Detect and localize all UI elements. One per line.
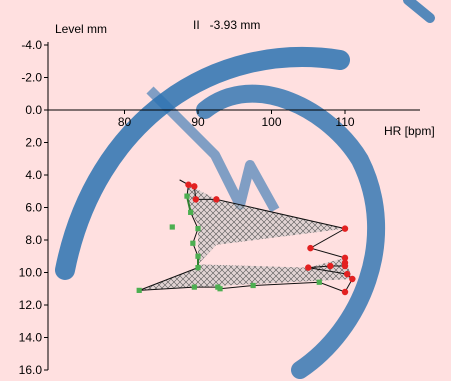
x-tick-label: 110 — [335, 115, 354, 129]
y-tick-label: -4.0 — [21, 38, 42, 52]
axis-ticks: -4.0 -2.0 0.0 2.0 4.0 6.0 8.0 10.0 12.0 14.0 16.0 8… — [19, 38, 355, 377]
y-axis-label: Level mm — [55, 22, 107, 36]
y-tick-label: -2.0 — [21, 71, 42, 85]
green-marker — [169, 224, 175, 230]
value-readout: II -3.93 mm — [193, 18, 260, 32]
red-marker — [341, 288, 349, 296]
red-marker — [341, 254, 349, 262]
green-marker — [316, 279, 322, 285]
x-tick-label: 100 — [261, 115, 281, 129]
y-tick-label: 10.0 — [19, 266, 43, 280]
green-marker — [136, 287, 142, 293]
green-marker — [191, 284, 197, 290]
axes — [47, 42, 420, 370]
green-marker — [190, 240, 196, 246]
y-tick-label: 14.0 — [19, 331, 43, 345]
green-marker — [250, 282, 256, 289]
red-marker — [349, 275, 356, 283]
green-marker — [195, 265, 201, 271]
y-tick-label: 0.0 — [25, 103, 42, 117]
x-tick-label: 80 — [118, 115, 132, 129]
red-marker — [213, 196, 220, 203]
red-marker — [192, 196, 199, 203]
red-marker — [327, 262, 334, 270]
red-marker — [185, 181, 192, 188]
red-marker — [341, 262, 349, 270]
x-tick-label: 90 — [191, 115, 205, 129]
green-marker — [217, 286, 223, 292]
y-tick-label: 6.0 — [25, 201, 42, 215]
red-marker — [305, 264, 312, 271]
y-tick-label: 8.0 — [25, 233, 42, 247]
trace-line — [139, 179, 353, 293]
red-marker — [341, 225, 349, 232]
red-marker — [344, 270, 351, 278]
watermark-logo — [55, 0, 435, 379]
x-axis-label: HR [bpm] — [384, 124, 435, 138]
trace-segment — [185, 195, 192, 213]
y-tick-label: 16.0 — [19, 363, 43, 377]
y-tick-label: 12.0 — [19, 298, 43, 312]
data-markers — [136, 181, 356, 296]
green-marker — [184, 193, 190, 199]
watermark-swoosh — [196, 84, 386, 379]
green-marker — [188, 209, 194, 215]
green-marker — [195, 253, 201, 259]
red-marker — [307, 244, 314, 252]
y-tick-label: 2.0 — [25, 136, 42, 150]
green-marker — [195, 226, 201, 232]
red-marker — [191, 183, 198, 190]
watermark-swoosh — [403, 0, 435, 23]
y-tick-label: 4.0 — [25, 168, 42, 182]
